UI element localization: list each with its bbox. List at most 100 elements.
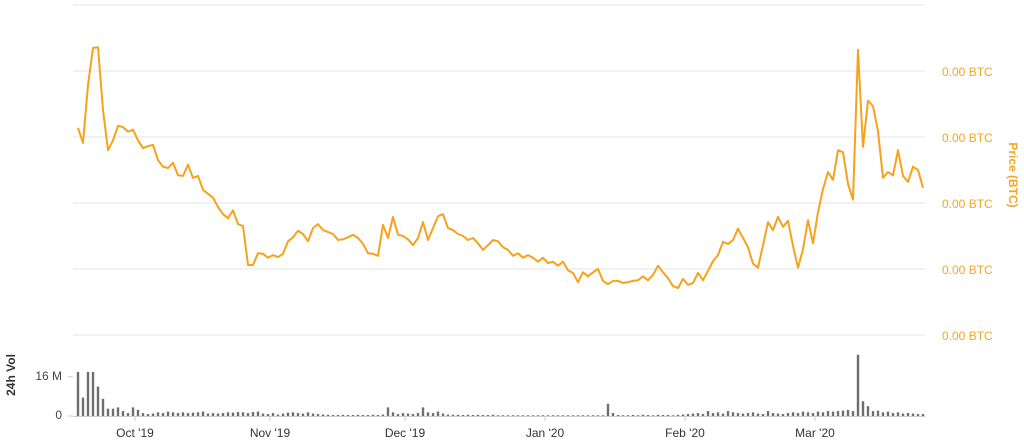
volume-bar xyxy=(101,398,105,416)
volume-bar xyxy=(871,411,875,416)
volume-bar xyxy=(806,412,810,416)
volume-bar xyxy=(456,414,460,416)
volume-axis-title: 24h Vol xyxy=(4,354,18,396)
volume-bar xyxy=(576,415,580,416)
x-tick-label: Oct '19 xyxy=(116,426,154,440)
volume-bar xyxy=(311,413,315,416)
volume-bar xyxy=(381,414,385,416)
volume-bar xyxy=(761,414,765,416)
volume-bar xyxy=(316,414,320,416)
volume-bar xyxy=(756,413,760,416)
volume-bar xyxy=(306,412,310,416)
volume-bar xyxy=(876,410,880,416)
volume-bar xyxy=(181,412,185,416)
volume-bar xyxy=(846,409,850,416)
volume-bar xyxy=(116,407,120,416)
volume-bar xyxy=(651,415,655,416)
x-tick-label: Jan '20 xyxy=(526,426,565,440)
volume-bar xyxy=(676,414,680,416)
volume-bar xyxy=(621,415,625,416)
volume-bar xyxy=(131,407,135,416)
volume-bar xyxy=(516,415,520,416)
volume-bar xyxy=(501,415,505,416)
volume-bar xyxy=(686,414,690,416)
volume-bar xyxy=(681,414,685,416)
volume-bar xyxy=(301,413,305,416)
volume-bar xyxy=(321,414,325,416)
volume-bar xyxy=(171,412,175,416)
volume-bar xyxy=(151,413,155,416)
volume-bar xyxy=(851,411,855,416)
volume-bar xyxy=(706,411,710,416)
volume-bar xyxy=(486,415,490,416)
volume-bar xyxy=(266,414,270,416)
volume-bar xyxy=(751,412,755,416)
y-tick-label: 0.00 BTC xyxy=(942,329,993,343)
y-tick-label: 16 M xyxy=(35,369,62,383)
volume-bar xyxy=(406,413,410,416)
volume-bar xyxy=(826,411,830,416)
x-tick-label: Nov '19 xyxy=(250,426,291,440)
volume-bar xyxy=(111,408,115,416)
volume-bar xyxy=(376,415,380,416)
volume-bar xyxy=(836,411,840,416)
volume-bar xyxy=(296,413,300,416)
volume-bar xyxy=(366,415,370,416)
volume-bar xyxy=(551,415,555,416)
volume-bar xyxy=(276,414,280,416)
volume-bar xyxy=(736,413,740,416)
volume-bar xyxy=(911,413,915,416)
volume-bar xyxy=(396,414,400,416)
volume-bar xyxy=(96,386,100,416)
volume-bar xyxy=(646,415,650,416)
volume-bar xyxy=(901,413,905,416)
volume-bar xyxy=(386,407,390,416)
x-tick-label: Feb '20 xyxy=(665,426,705,440)
volume-bar xyxy=(566,415,570,416)
volume-bar xyxy=(711,413,715,416)
volume-bar xyxy=(391,412,395,416)
volume-bar xyxy=(416,413,420,416)
volume-bar xyxy=(81,397,85,416)
volume-bar xyxy=(361,415,365,416)
x-tick-label: Mar '20 xyxy=(795,426,835,440)
volume-bar xyxy=(891,413,895,416)
volume-bar xyxy=(441,413,445,416)
volume-bar xyxy=(611,413,615,416)
volume-bar xyxy=(421,407,425,416)
volume-bar xyxy=(341,414,345,416)
volume-bar xyxy=(166,411,170,416)
volume-bar xyxy=(291,412,295,416)
volume-bar xyxy=(596,415,600,416)
volume-bar xyxy=(571,415,575,416)
volume-bar xyxy=(731,412,735,416)
volume-bar xyxy=(536,415,540,416)
volume-bar xyxy=(591,415,595,416)
volume-bar xyxy=(206,413,210,416)
volume-bar xyxy=(661,415,665,416)
y-tick-label: 0.00 BTC xyxy=(942,65,993,79)
volume-bar xyxy=(631,415,635,416)
volume-bar xyxy=(326,414,330,416)
volume-bar xyxy=(701,414,705,416)
volume-bar xyxy=(91,371,95,416)
volume-bar xyxy=(721,413,725,416)
volume-bar xyxy=(586,415,590,416)
volume-bar xyxy=(281,413,285,416)
volume-bar xyxy=(561,415,565,416)
volume-bar xyxy=(426,412,430,416)
volume-bar xyxy=(251,412,255,416)
y-tick-label: 0.00 BTC xyxy=(942,131,993,145)
volume-bar xyxy=(231,412,235,416)
volume-bar xyxy=(476,414,480,416)
volume-bar xyxy=(831,411,835,416)
volume-bar xyxy=(196,412,200,416)
volume-bar xyxy=(766,411,770,416)
volume-bar xyxy=(76,371,80,416)
x-tick-label: Dec '19 xyxy=(385,426,426,440)
volume-bar xyxy=(506,415,510,416)
volume-bar xyxy=(616,415,620,416)
volume-bar xyxy=(186,413,190,416)
volume-bar xyxy=(446,414,450,416)
